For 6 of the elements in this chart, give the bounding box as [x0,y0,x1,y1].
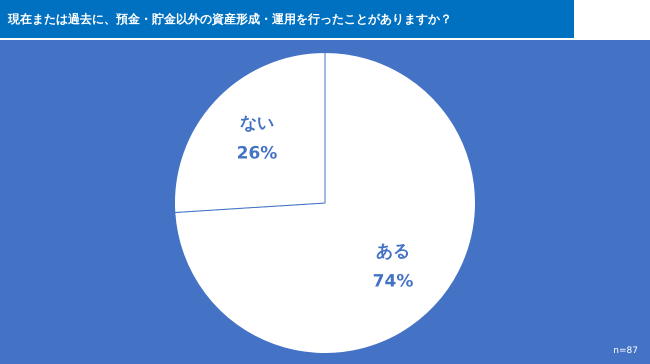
data-label: 74% [372,271,414,292]
slice-label: ない [240,114,274,134]
slice-label: ある [376,241,410,262]
chart-title: 現在または過去に、預金・貯金以外の資産形成・運用を行ったことがありますか？ [0,0,574,38]
data-label: 26% [236,144,278,164]
text: n=87 [613,346,638,356]
